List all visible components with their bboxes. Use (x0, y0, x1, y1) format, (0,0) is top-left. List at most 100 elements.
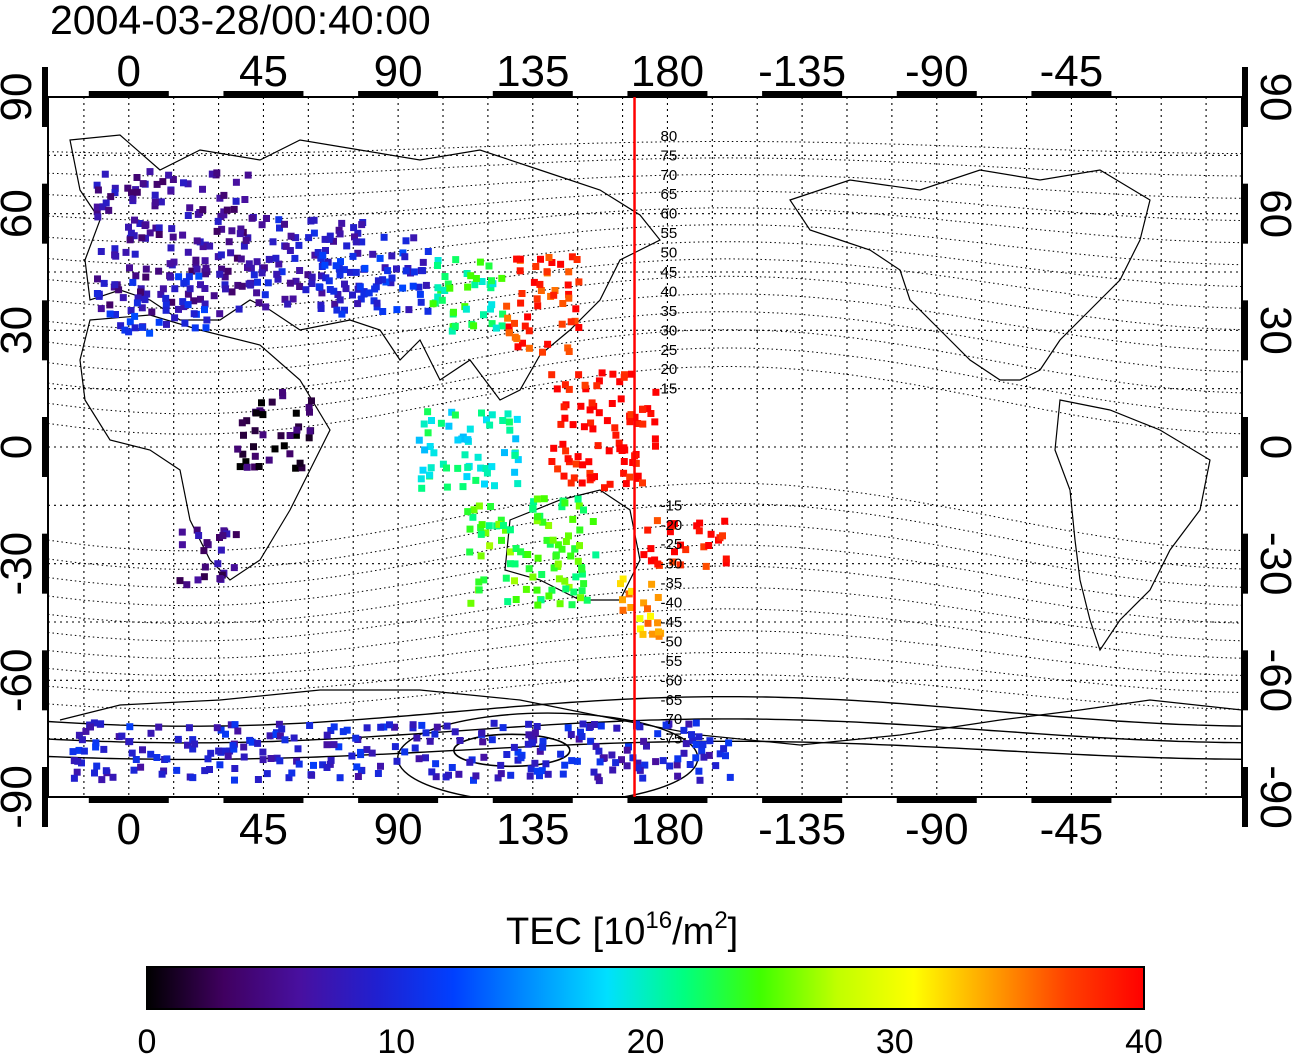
tec-point-russia (336, 296, 344, 304)
tec-point-antarctica (189, 745, 197, 753)
tec-point-central-asia (319, 251, 327, 259)
tec-point-pacific-west (560, 472, 568, 480)
tec-point-pacific-west (639, 479, 646, 487)
tec-point-pacific-south (722, 559, 730, 567)
tec-point-new-zealand (639, 630, 647, 638)
tec-point-africa-east (292, 431, 300, 439)
tec-point-russia (253, 289, 261, 297)
tec-point-europe (245, 280, 253, 288)
tec-point-china-north (448, 327, 456, 335)
tec-point-australia (469, 513, 477, 521)
tec-point-antarctica (276, 732, 284, 740)
tec-point-antarctica (641, 761, 649, 769)
tec-point-antarctica (276, 757, 284, 765)
tec-point-indonesia (504, 410, 512, 418)
tec-point-antarctica (213, 724, 221, 732)
tec-point-antarctica (184, 741, 191, 749)
tec-point-africa-south (193, 526, 201, 534)
tec-point-europe (105, 206, 113, 214)
tec-point-europe-south (184, 301, 192, 309)
tec-point-australia (571, 545, 579, 553)
tec-point-europe (245, 260, 253, 268)
tec-point-indonesia (488, 463, 496, 471)
tec-point-pacific-west (586, 406, 594, 414)
tec-point-russia (296, 267, 304, 274)
tec-point-australia (574, 557, 582, 565)
tec-point-africa-east (286, 432, 294, 439)
tec-point-russia (336, 271, 344, 279)
tec-point-antarctica (248, 738, 256, 746)
tec-point-europe-south (100, 279, 108, 287)
tec-point-indonesia (483, 416, 490, 424)
tec-point-australia (569, 515, 577, 523)
tec-point-central-asia (415, 283, 423, 291)
tec-point-antarctica (480, 753, 488, 761)
bottom-axis-tick (88, 797, 169, 803)
tec-point-europe (94, 186, 102, 194)
tec-point-antarctica (323, 764, 331, 771)
tec-point-antarctica (352, 734, 360, 742)
tec-point-antarctica (531, 759, 539, 767)
tec-point-antarctica (674, 772, 682, 780)
tec-point-australia (592, 551, 600, 559)
tec-point-antarctica (306, 722, 314, 729)
tec-point-africa-south (223, 530, 231, 538)
tec-point-africa-east (236, 463, 244, 471)
tec-point-africa-east (239, 450, 247, 458)
tec-point-indonesia (426, 471, 434, 479)
tec-point-australia (534, 513, 541, 521)
tec-point-antarctica (158, 770, 166, 778)
tec-point-europe (137, 288, 144, 296)
tec-point-europe (93, 208, 101, 216)
tec-point-china-north (492, 324, 500, 332)
tec-point-pacific-west (615, 439, 623, 447)
tec-point-antarctica (591, 721, 598, 728)
tec-point-antarctica (592, 742, 600, 750)
tec-point-antarctica (327, 756, 335, 764)
tec-point-australia (480, 576, 488, 584)
tec-point-indonesia (477, 464, 485, 472)
tec-point-europe (131, 250, 139, 258)
tec-point-europe (210, 292, 218, 300)
tec-point-antarctica (716, 750, 724, 758)
colorbar-title-unit-exponent: 2 (714, 907, 727, 934)
tec-point-new-zealand (619, 596, 626, 604)
tec-point-australia (512, 596, 520, 603)
tec-point-russia (276, 224, 283, 232)
tec-point-europe (126, 236, 134, 244)
tec-point-antarctica (564, 724, 572, 732)
tec-point-antarctica (595, 747, 603, 755)
tec-point-indonesia (428, 417, 435, 424)
tec-point-antarctica (526, 772, 534, 780)
tec-point-europe (155, 267, 163, 275)
tec-point-japan (521, 322, 529, 330)
tec-point-europe-south (181, 319, 189, 327)
tec-point-indonesia (426, 443, 434, 450)
tec-point-central-asia (405, 306, 413, 314)
tec-point-pacific-south (667, 521, 675, 529)
tec-point-antarctica (695, 733, 703, 741)
tec-point-indonesia (488, 411, 496, 419)
contour-line (48, 293, 1242, 352)
contour-label: 40 (661, 283, 678, 300)
tec-point-africa-south (194, 576, 202, 584)
tec-point-south-america-north (15, 480, 22, 487)
tec-point-indonesia (419, 466, 427, 474)
tec-point-europe (213, 227, 221, 235)
tec-point-indonesia (439, 460, 447, 468)
tec-point-japan (550, 291, 558, 299)
coastline-north-america (789, 169, 1151, 381)
tec-point-russia (358, 221, 366, 229)
tec-point-antarctica (323, 731, 331, 739)
colorbar-tick-label: 0 (138, 1023, 157, 1057)
tec-point-pacific-west (617, 395, 625, 403)
tec-point-antarctica (147, 750, 155, 758)
tec-point-japan (567, 318, 575, 326)
tec-point-europe (128, 189, 135, 197)
tec-point-russia (275, 260, 283, 268)
tec-point-antarctica (393, 757, 401, 765)
tec-point-europe (232, 197, 240, 205)
left-latitude-labels: 90 60 30 0 -30 -60 -90 (0, 73, 41, 829)
tec-point-china-north (434, 257, 442, 264)
tec-point-china-north (498, 274, 506, 282)
